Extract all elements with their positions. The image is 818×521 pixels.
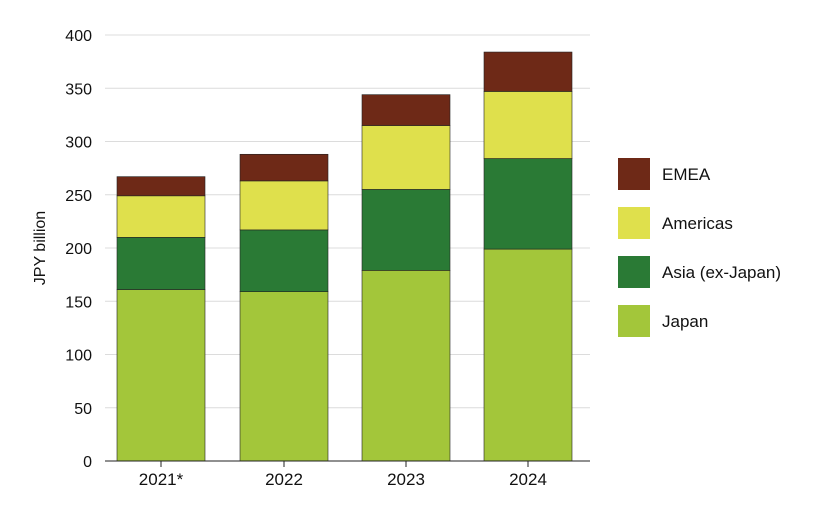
legend-swatch-japan — [618, 305, 650, 337]
y-axis-ticks: 0 50 100 150 200 250 300 350 400 — [65, 28, 92, 471]
x-axis-ticks: 2021* 2022 2023 2024 — [139, 461, 547, 489]
bar-segment-emea — [116, 176, 206, 197]
y-tick-label: 400 — [65, 28, 92, 45]
bar-segment-japan — [116, 289, 206, 462]
y-tick-label: 150 — [65, 294, 92, 311]
legend-label-asia-ex-japan: Asia (ex-Japan) — [662, 263, 781, 282]
bar-segment-asia-ex-japan — [361, 189, 451, 271]
y-tick-label: 300 — [65, 135, 92, 152]
y-axis-title: JPY billion — [32, 211, 49, 285]
bar-segment-emea — [361, 94, 451, 126]
y-tick-label: 350 — [65, 81, 92, 98]
bar-segment-asia-ex-japan — [483, 158, 573, 250]
x-tick-label: 2021* — [139, 470, 184, 489]
bar-segment-asia-ex-japan — [116, 237, 206, 290]
x-tick-label: 2023 — [387, 470, 425, 489]
y-tick-label: 100 — [65, 348, 92, 365]
legend-label-americas: Americas — [662, 214, 733, 233]
y-tick-label: 250 — [65, 188, 92, 205]
bar-segment-japan — [483, 248, 573, 462]
legend-swatch-asia-ex-japan — [618, 256, 650, 288]
bar-segment-americas — [483, 91, 573, 159]
legend-swatch-emea — [618, 158, 650, 190]
y-tick-label: 200 — [65, 241, 92, 258]
legend: EMEA Americas Asia (ex-Japan) Japan — [618, 158, 781, 337]
legend-swatch-americas — [618, 207, 650, 239]
bar-segment-asia-ex-japan — [239, 229, 329, 292]
bar-segment-americas — [239, 180, 329, 231]
bars — [116, 51, 573, 462]
x-tick-label: 2022 — [265, 470, 303, 489]
bar-segment-japan — [239, 291, 329, 462]
x-tick-label: 2024 — [509, 470, 547, 489]
bar-segment-americas — [116, 195, 206, 238]
y-tick-label: 50 — [74, 401, 92, 418]
bar-segment-americas — [361, 125, 451, 190]
bar-segment-emea — [483, 51, 573, 92]
bar-segment-emea — [239, 153, 329, 182]
y-tick-label: 0 — [83, 454, 92, 471]
legend-label-japan: Japan — [662, 312, 708, 331]
bar-segment-japan — [361, 270, 451, 462]
legend-label-emea: EMEA — [662, 165, 711, 184]
